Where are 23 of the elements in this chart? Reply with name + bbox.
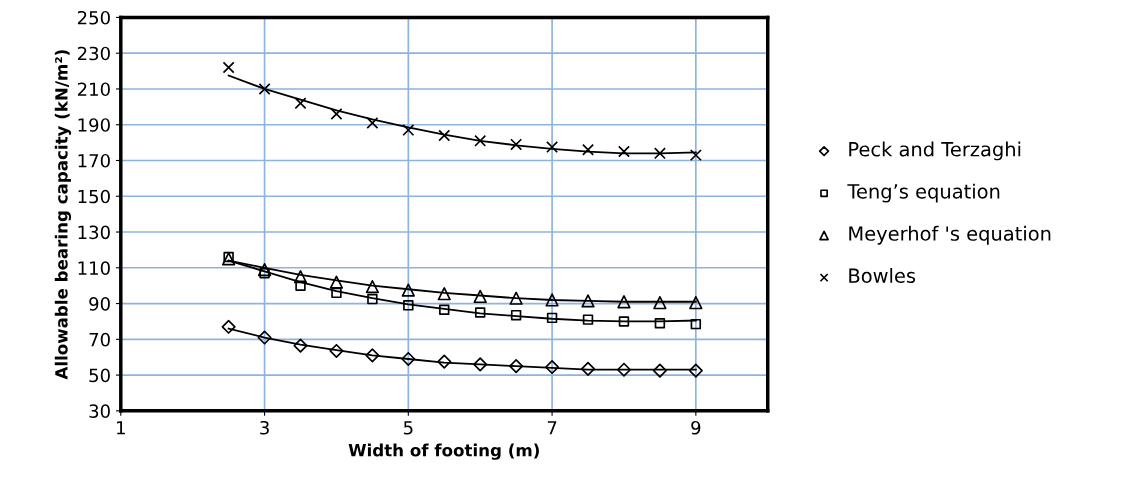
y-tick-label: 110 xyxy=(78,261,110,275)
y-axis-title: Allowable bearing capacity (kN/m²) xyxy=(54,50,72,380)
y-tick-label: 90 xyxy=(89,297,110,311)
legend-label: Peck and Terzaghi xyxy=(849,141,1021,161)
legend-label: Bowles xyxy=(849,267,916,284)
x-tick-label: 1 xyxy=(117,421,125,435)
x-tick-label: 9 xyxy=(691,420,701,435)
y-tick-label: 190 xyxy=(78,118,110,132)
y-tick-label: 170 xyxy=(78,153,110,168)
y-tick-label: 30 xyxy=(89,404,110,418)
x-axis-title: Width of footing (m) xyxy=(348,443,539,460)
legend-label: Teng’s equation xyxy=(847,183,1000,203)
y-tick-label: 50 xyxy=(89,368,110,383)
y-tick-label: 70 xyxy=(89,332,110,347)
y-tick-label: 250 xyxy=(77,10,110,25)
y-tick-label: 130 xyxy=(78,225,110,240)
x-tick-label: 5 xyxy=(403,421,413,435)
x-tick-label: 7 xyxy=(547,421,557,435)
x-tick-label: 3 xyxy=(260,420,269,435)
legend-label: Meyerhof 's equation xyxy=(849,225,1051,245)
y-tick-label: 210 xyxy=(77,82,110,97)
y-tick-label: 230 xyxy=(77,46,110,61)
y-tick-label: 150 xyxy=(78,189,110,204)
